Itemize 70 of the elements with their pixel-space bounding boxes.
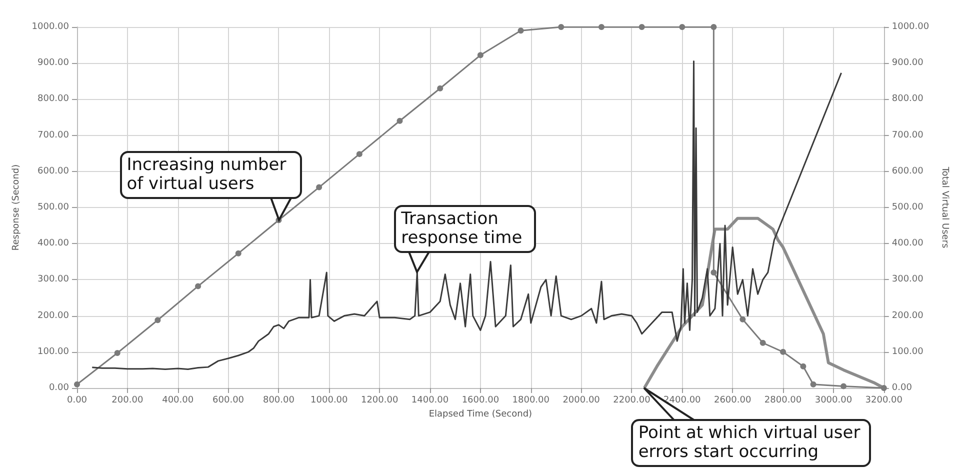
x-tick-label: 2400.00 <box>664 396 702 406</box>
x-tick-label: 800.00 <box>262 396 295 406</box>
y-tick-label: 1000.00 <box>32 22 70 32</box>
point <box>710 24 717 30</box>
y2-tick-label: 400.00 <box>892 238 924 249</box>
y-tick-label: 500.00 <box>38 202 70 212</box>
y2-tick-label: 100.00 <box>892 346 924 357</box>
x-tick-label: 1800.00 <box>512 396 550 406</box>
y-tick-label: 400.00 <box>38 238 70 249</box>
x-tick-label: 0.00 <box>66 396 88 406</box>
y2-tick-label: 1000.00 <box>892 22 930 32</box>
point <box>356 151 362 158</box>
y-tick-label: 200.00 <box>38 310 70 321</box>
x-tick-label: 1200.00 <box>360 396 398 406</box>
y2-tick-label: 0.00 <box>892 383 912 393</box>
point <box>558 24 564 30</box>
point <box>114 350 120 356</box>
point <box>710 269 717 276</box>
x-tick-label: 3000.00 <box>814 396 852 406</box>
point <box>235 250 242 256</box>
x-tick-label: 2000.00 <box>562 396 600 406</box>
annotation: Point at which virtual user errors start occurring <box>631 419 872 467</box>
y2-tick-label: 500.00 <box>892 202 924 212</box>
x-tick-label: 600.00 <box>212 396 244 406</box>
point <box>154 317 161 324</box>
point <box>740 316 746 322</box>
x-tick-label: 3200.00 <box>865 396 903 406</box>
point <box>316 184 322 190</box>
y-axis-title: Response (Second) <box>11 164 22 251</box>
point <box>598 24 604 30</box>
point <box>638 24 645 30</box>
y2-tick-label: 300.00 <box>892 274 924 285</box>
x-tick-label: 400.00 <box>162 396 194 406</box>
point <box>800 363 806 370</box>
x-axis-title: Elapsed Time (Second) <box>428 410 532 420</box>
point <box>74 381 80 388</box>
y2-tick-label: 800.00 <box>892 94 924 104</box>
x-tick-label: 1000.00 <box>310 396 348 406</box>
point <box>760 340 766 346</box>
y-tick-label: 800.00 <box>38 94 70 104</box>
x-tick-label: 200.00 <box>112 396 144 406</box>
point <box>810 381 816 388</box>
point <box>840 383 847 390</box>
point <box>518 28 524 34</box>
point <box>880 385 887 391</box>
point <box>195 283 202 290</box>
line-series <box>91 60 842 370</box>
y-tick-label: 300.00 <box>38 274 70 285</box>
y2-tick-label: 600.00 <box>892 166 924 176</box>
x-tick-label: 1400.00 <box>411 396 449 406</box>
y2-tick-label: 200.00 <box>892 310 924 321</box>
annotation: Increasing number of virtual users <box>120 151 302 200</box>
y-tick-label: 0.00 <box>48 383 70 393</box>
x-tick-label: 2600.00 <box>714 396 752 406</box>
y2-axis-title: Total Virtual Users <box>940 166 950 248</box>
y-tick-label: 700.00 <box>38 130 70 140</box>
point <box>437 85 444 92</box>
y-tick-label: 900.00 <box>38 58 70 68</box>
point <box>780 348 786 355</box>
y2-tick-label: 900.00 <box>892 58 924 68</box>
point <box>679 24 686 30</box>
y2-tick-label: 700.00 <box>892 130 924 140</box>
point <box>477 52 484 58</box>
y-tick-label: 600.00 <box>38 166 70 176</box>
x-tick-label: 2800.00 <box>764 396 802 406</box>
x-tick-label: 2200.00 <box>613 396 651 406</box>
point <box>396 118 403 124</box>
y-tick-label: 100.00 <box>38 346 70 357</box>
x-tick-label: 1600.00 <box>462 396 500 406</box>
annotation: Transaction response time <box>394 205 536 254</box>
